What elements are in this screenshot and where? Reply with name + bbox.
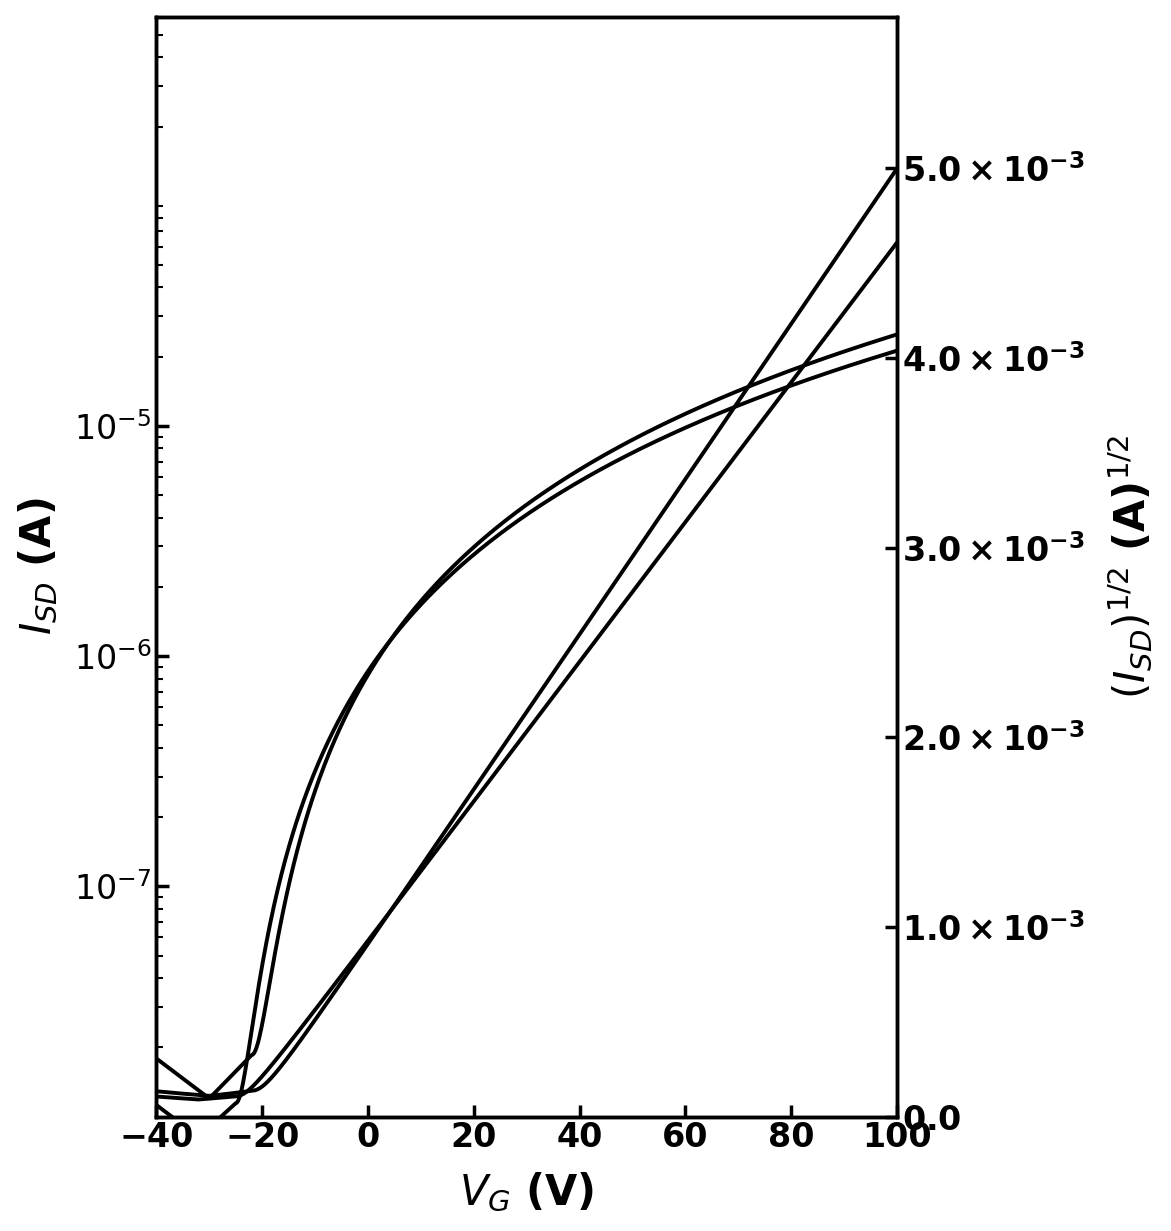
- Y-axis label: $(\mathit{I}_{SD})^{1/2}$ (A)$^{1/2}$: $(\mathit{I}_{SD})^{1/2}$ (A)$^{1/2}$: [1105, 435, 1155, 699]
- X-axis label: $\mathit{V}_G$ (V): $\mathit{V}_G$ (V): [459, 1171, 595, 1214]
- Y-axis label: $\mathit{I}_{SD}$ (A): $\mathit{I}_{SD}$ (A): [16, 497, 60, 635]
